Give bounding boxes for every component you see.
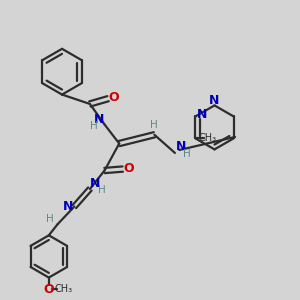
Text: N: N	[209, 94, 219, 106]
Text: O: O	[44, 283, 54, 296]
Text: H: H	[150, 120, 158, 130]
Text: N: N	[63, 200, 73, 213]
Text: N: N	[176, 140, 186, 153]
Text: H: H	[89, 121, 97, 131]
Text: H: H	[46, 214, 53, 224]
Text: H: H	[183, 149, 191, 159]
Text: O: O	[123, 162, 134, 175]
Text: CH₃: CH₃	[199, 134, 217, 143]
Text: N: N	[94, 113, 104, 126]
Text: N: N	[90, 177, 100, 190]
Text: N: N	[197, 108, 207, 122]
Text: H: H	[98, 184, 106, 195]
Text: O: O	[109, 91, 119, 104]
Text: CH₃: CH₃	[54, 284, 73, 294]
